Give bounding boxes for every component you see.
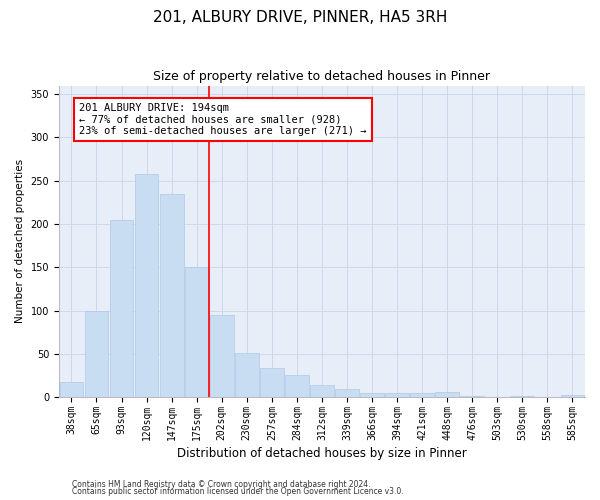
- Bar: [335, 390, 359, 397]
- Bar: [511, 396, 534, 397]
- Bar: [360, 393, 384, 397]
- Bar: [210, 315, 233, 397]
- Bar: [560, 396, 584, 397]
- Y-axis label: Number of detached properties: Number of detached properties: [15, 160, 25, 324]
- Bar: [160, 194, 184, 397]
- Bar: [185, 268, 209, 397]
- Bar: [385, 393, 409, 397]
- Bar: [85, 310, 109, 397]
- X-axis label: Distribution of detached houses by size in Pinner: Distribution of detached houses by size …: [177, 447, 467, 460]
- Bar: [460, 396, 484, 397]
- Bar: [310, 385, 334, 397]
- Bar: [436, 392, 459, 397]
- Text: Contains HM Land Registry data © Crown copyright and database right 2024.: Contains HM Land Registry data © Crown c…: [72, 480, 371, 489]
- Bar: [59, 382, 83, 397]
- Text: Contains public sector information licensed under the Open Government Licence v3: Contains public sector information licen…: [72, 487, 404, 496]
- Bar: [410, 393, 434, 397]
- Bar: [134, 174, 158, 397]
- Bar: [285, 374, 309, 397]
- Text: 201 ALBURY DRIVE: 194sqm
← 77% of detached houses are smaller (928)
23% of semi-: 201 ALBURY DRIVE: 194sqm ← 77% of detach…: [79, 103, 367, 136]
- Bar: [110, 220, 133, 397]
- Bar: [235, 353, 259, 397]
- Bar: [260, 368, 284, 397]
- Title: Size of property relative to detached houses in Pinner: Size of property relative to detached ho…: [154, 70, 490, 83]
- Text: 201, ALBURY DRIVE, PINNER, HA5 3RH: 201, ALBURY DRIVE, PINNER, HA5 3RH: [153, 10, 447, 25]
